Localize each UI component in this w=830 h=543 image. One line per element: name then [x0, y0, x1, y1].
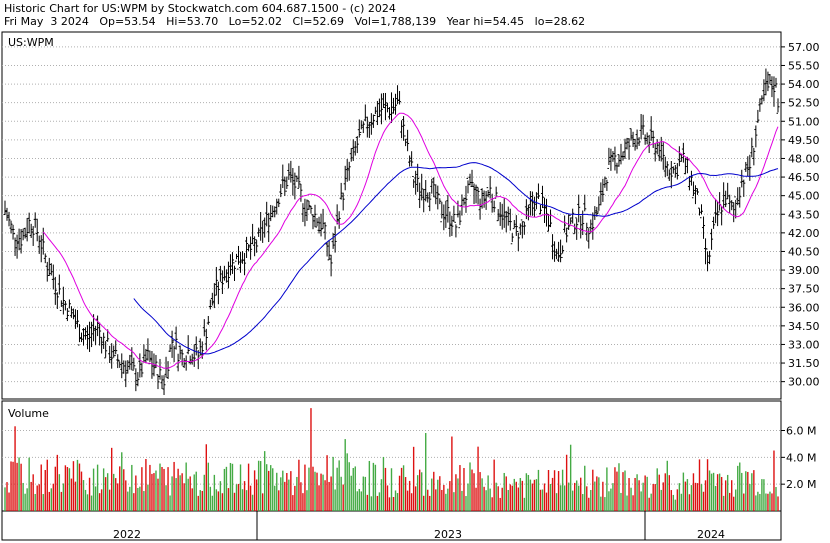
chart-header-quote: Fri May 3 2024 Op=53.54 Hi=53.70 Lo=52.0…	[4, 15, 586, 28]
price-tick-label: 46.50	[788, 171, 820, 184]
price-panel-symbol: US:WPM	[8, 36, 54, 49]
time-axis: 2022 2023 2024	[113, 511, 725, 541]
volume-tick-label: 4.0 M	[786, 451, 816, 464]
price-bars	[3, 68, 780, 396]
moving-average-long	[133, 162, 779, 355]
price-tick-label: 43.50	[788, 208, 820, 221]
volume-tick-label: 2.0 M	[786, 478, 816, 491]
volume-tick-label: 6.0 M	[786, 425, 816, 438]
price-tick-label: 42.00	[788, 227, 820, 240]
moving-average-short	[42, 112, 779, 369]
price-tick-label: 33.00	[788, 338, 820, 351]
year-label: 2023	[434, 528, 462, 541]
volume-bars	[4, 408, 779, 511]
price-tick-label: 39.00	[788, 264, 820, 277]
price-tick-label: 57.00	[788, 41, 820, 54]
year-label: 2024	[697, 528, 725, 541]
price-tick-label: 31.50	[788, 357, 820, 370]
price-tick-label: 51.00	[788, 115, 820, 128]
price-tick-label: 37.50	[788, 283, 820, 296]
price-axis: 57.00 55.50 54.00 52.50 51.00 49.50 48.00 46.50…	[781, 41, 820, 389]
price-tick-label: 30.00	[788, 376, 820, 389]
price-tick-label: 54.00	[788, 78, 820, 91]
price-panel-frame	[1, 31, 782, 400]
price-tick-label: 48.00	[788, 152, 820, 165]
price-tick-label: 34.50	[788, 320, 820, 333]
price-tick-label: 36.00	[788, 301, 820, 314]
volume-axis: 6.0 M 4.0 M 2.0 M	[781, 425, 816, 491]
price-tick-label: 49.50	[788, 134, 820, 147]
year-label: 2022	[113, 528, 141, 541]
price-tick-label: 52.50	[788, 97, 820, 110]
price-tick-label: 40.50	[788, 245, 820, 258]
volume-panel-label: Volume	[8, 407, 49, 420]
price-grid	[2, 46, 781, 383]
chart-header-title: Historic Chart for US:WPM by Stockwatch.…	[4, 2, 396, 15]
price-tick-label: 55.50	[788, 59, 820, 72]
price-tick-label: 45.00	[788, 190, 820, 203]
